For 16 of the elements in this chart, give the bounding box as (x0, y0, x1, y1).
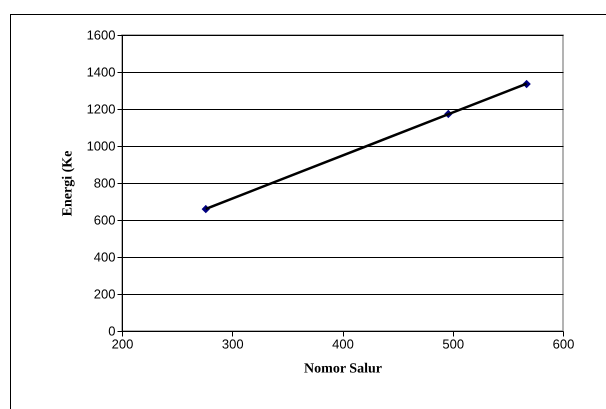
y-tick-label: 1200 (86, 102, 116, 116)
y-tick-label: 800 (94, 176, 116, 190)
x-tick-label: 400 (332, 336, 354, 352)
y-tick-label: 1000 (86, 138, 116, 154)
x-tick-label: 200 (112, 336, 134, 352)
x-tick-label: 500 (442, 336, 464, 352)
y-tick-label: 0 (108, 324, 116, 338)
x-tick-label: 300 (222, 336, 244, 352)
x-axis-title: Nomor Salur (304, 362, 382, 376)
y-tick-label: 1400 (86, 64, 116, 80)
y-tick-label: 200 (94, 286, 116, 302)
y-tick-label: 400 (94, 250, 116, 264)
x-tick-label: 600 (552, 336, 574, 352)
y-axis-title: Energi (Ke (60, 150, 76, 216)
y-tick-label: 1600 (86, 28, 116, 42)
y-tick-label: 600 (94, 212, 116, 228)
